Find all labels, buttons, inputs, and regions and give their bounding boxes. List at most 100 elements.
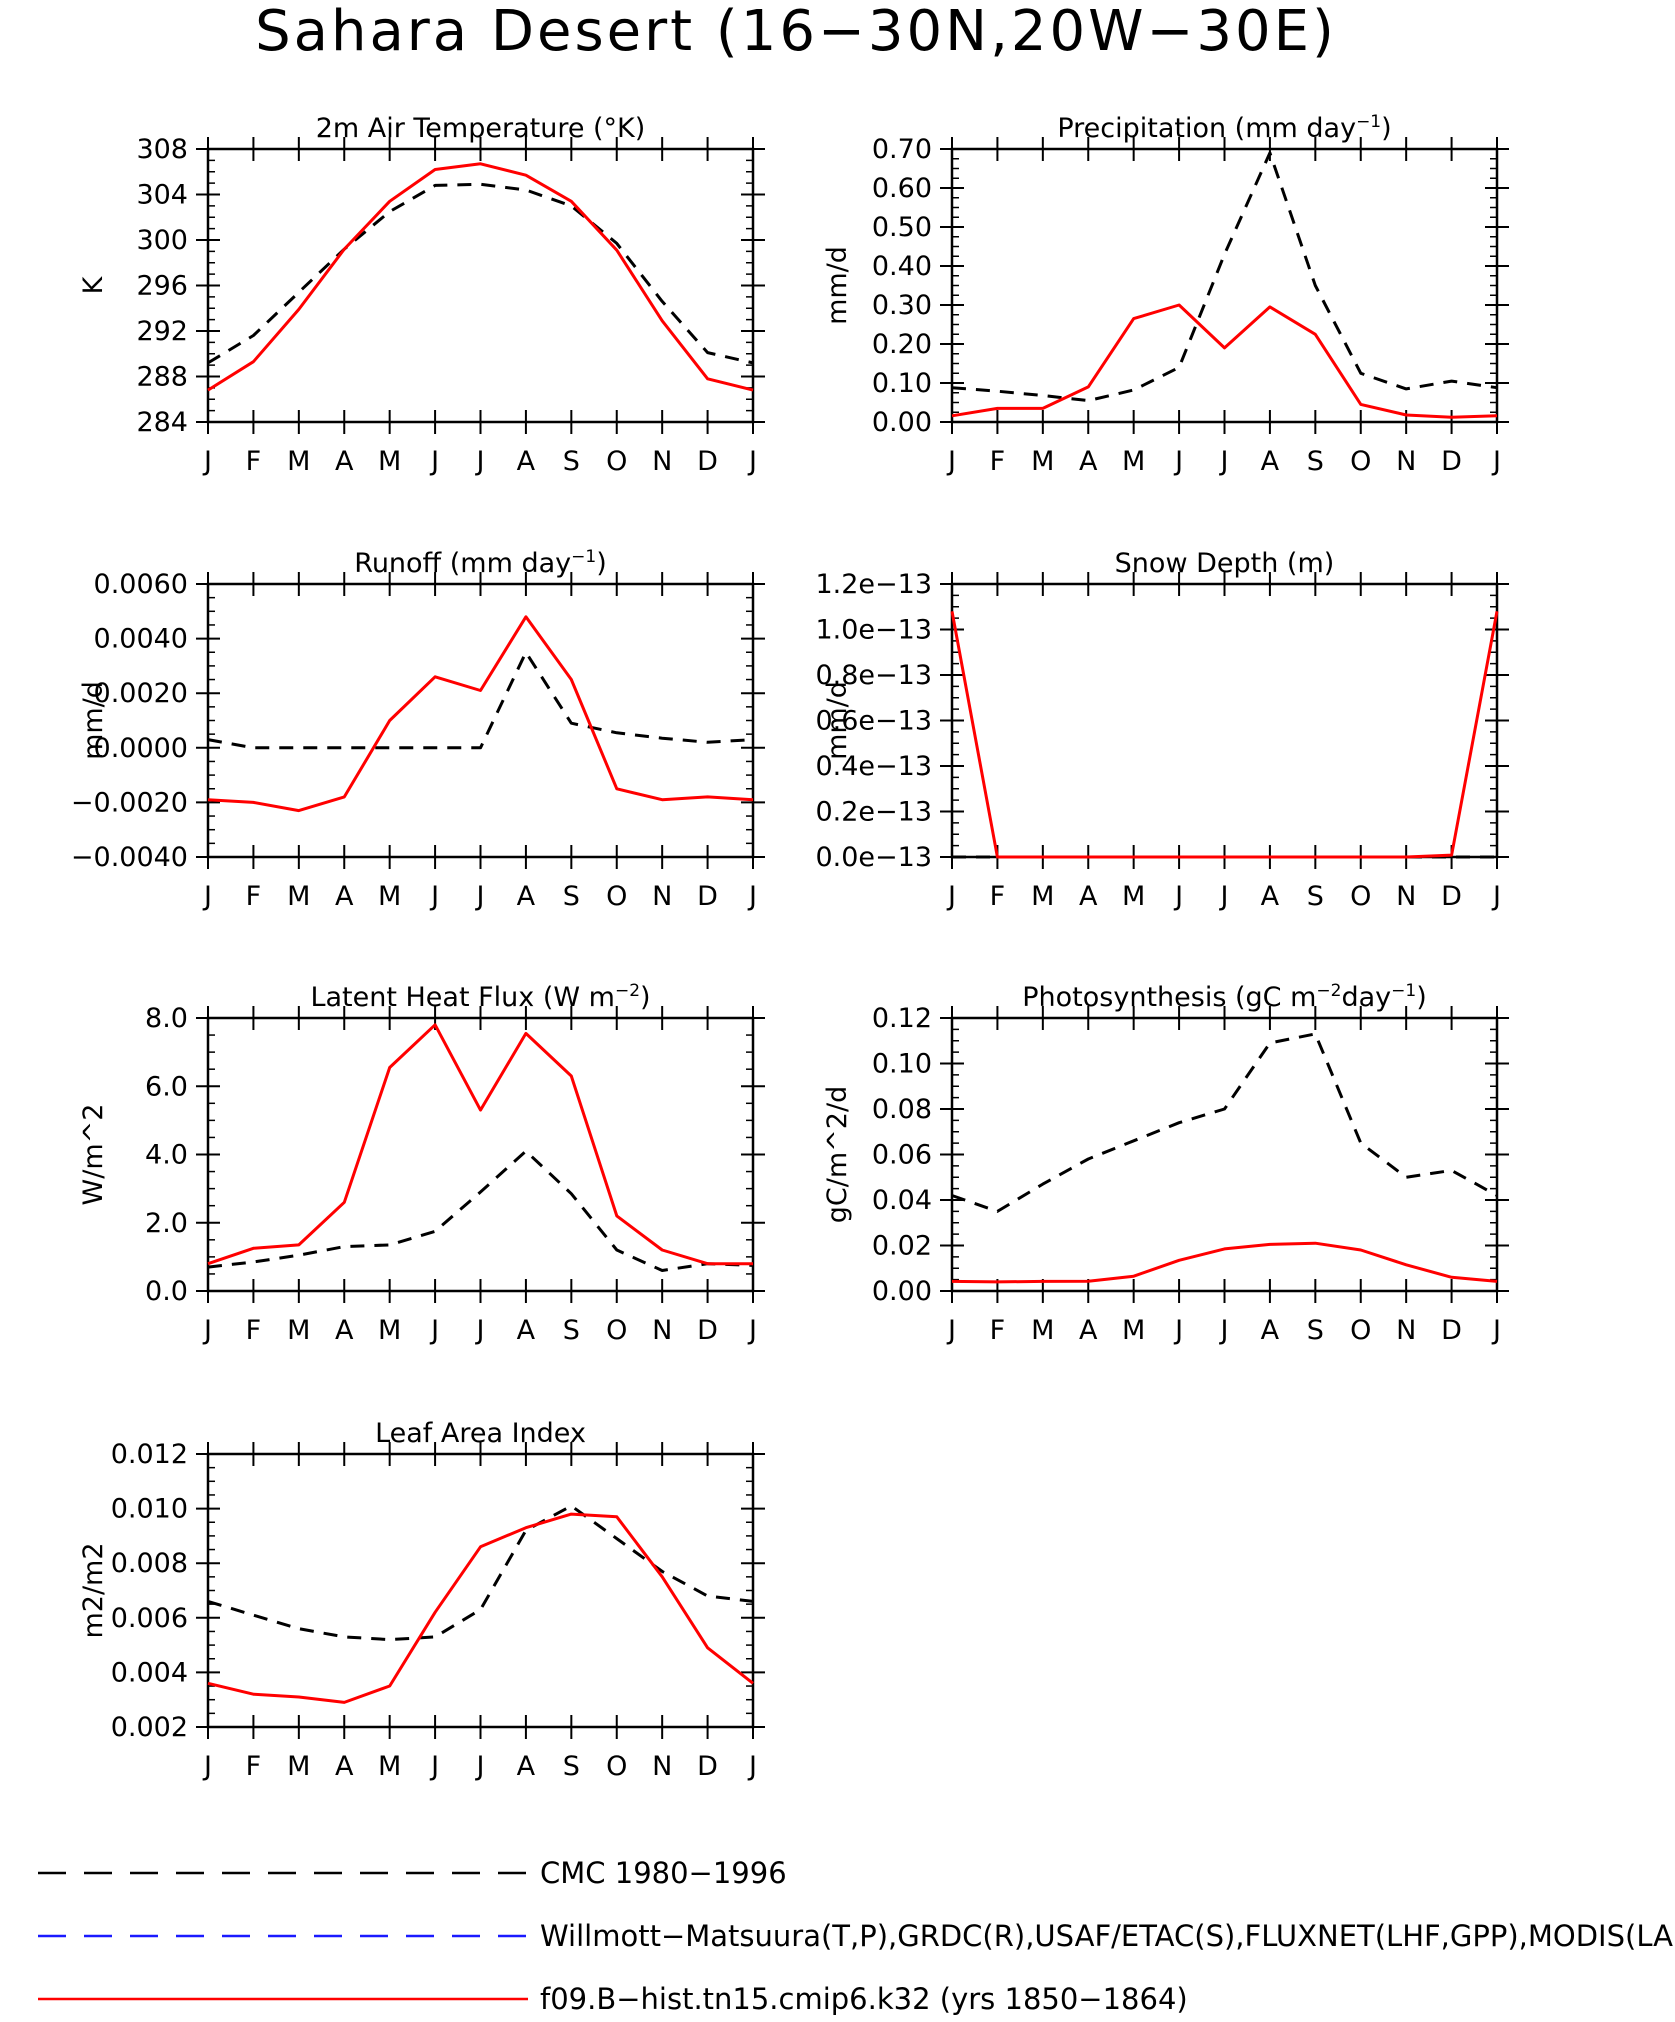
x-tick-label: M [1122, 446, 1145, 477]
x-tick-label: J [202, 881, 212, 912]
x-tick-label: A [1079, 446, 1098, 477]
x-tick-label: J [475, 881, 485, 912]
x-tick-label: F [990, 881, 1006, 912]
y-tick-label: 292 [136, 316, 188, 347]
series-line-cmc [207, 650, 754, 750]
x-tick-label: D [697, 1315, 718, 1346]
x-tick-label: J [946, 881, 956, 912]
y-tick-label: 0.00 [872, 407, 932, 438]
x-tick-label: J [202, 1751, 212, 1782]
legend-label-obs: Willmott−Matsuura(T,P),GRDC(R),USAF/ETAC… [540, 1919, 1675, 1953]
y-tick-label: 1.2e−13 [815, 569, 932, 600]
y-tick-label: 0.0020 [94, 678, 188, 709]
x-tick-label: M [1031, 446, 1054, 477]
y-axis-label: mm/d [822, 246, 853, 325]
panel-5: Latent Heat Flux (W m−2) 0.0 2.0 4.0 6.0 8.0 J… [78, 981, 765, 1346]
y-tick-label: 1.0e−13 [815, 615, 932, 646]
x-tick-label: S [563, 1751, 580, 1782]
y-tick-label: 0.02 [872, 1231, 932, 1262]
x-tick-label: J [429, 1315, 439, 1346]
series-line-cmc [207, 1149, 754, 1272]
y-tick-label: 0.006 [111, 1603, 188, 1634]
y-tick-label: 0.12 [872, 1003, 932, 1034]
x-tick-label: A [335, 1315, 354, 1346]
series-line-cmc [207, 1504, 754, 1642]
panel-title: Precipitation (mm day−1) [1057, 112, 1391, 144]
x-tick-label: M [1122, 881, 1145, 912]
y-tick-label: 6.0 [145, 1071, 188, 1102]
y-tick-label: 0.70 [872, 134, 932, 165]
y-tick-label: 0.20 [872, 329, 932, 360]
x-tick-label: O [1350, 881, 1371, 912]
y-tick-label: 0.008 [111, 1548, 188, 1579]
x-tick-label: F [990, 1315, 1006, 1346]
legend-label-cmc: CMC 1980−1996 [540, 1856, 787, 1890]
y-tick-label: 0.4e−13 [815, 751, 932, 782]
x-tick-label: F [246, 1751, 262, 1782]
x-tick-label: D [1441, 1315, 1462, 1346]
x-tick-label: F [246, 446, 262, 477]
panel-1: 2m Air Temperature (°K)28428829229630030… [78, 113, 765, 477]
y-tick-label: 0.06 [872, 1140, 932, 1171]
y-tick-label: 2.0 [145, 1208, 188, 1239]
x-tick-label: M [287, 446, 310, 477]
x-tick-label: M [287, 1315, 310, 1346]
x-tick-label: A [1079, 1315, 1098, 1346]
y-tick-label: 0.0060 [94, 569, 188, 600]
x-tick-label: S [563, 881, 580, 912]
x-tick-label: J [202, 446, 212, 477]
y-axis-label: mm/d [822, 681, 853, 760]
x-tick-label: O [606, 1315, 627, 1346]
x-tick-label: N [652, 881, 672, 912]
y-axis-label: m2/m2 [78, 1542, 109, 1638]
x-tick-label: M [1031, 881, 1054, 912]
series-line-model [950, 611, 1499, 859]
x-tick-label: A [335, 1751, 354, 1782]
x-tick-label: J [1173, 446, 1183, 477]
y-axis-label: gC/m^2/d [822, 1086, 853, 1223]
y-tick-label: 0.8e−13 [815, 660, 932, 691]
plot-frame [206, 1016, 755, 1293]
panel-6: Photosynthesis (gC m−2day−1) 0.00 0.02 0.04… [822, 981, 1509, 1346]
x-tick-label: J [747, 446, 757, 477]
x-tick-label: D [697, 1751, 718, 1782]
y-tick-label: 0.30 [872, 290, 932, 321]
y-tick-label: 0.0000 [94, 733, 188, 764]
panel-title: Latent Heat Flux (W m−2) [310, 981, 650, 1013]
x-tick-label: J [1491, 881, 1501, 912]
x-tick-label: N [652, 446, 672, 477]
y-axis-label: mm/d [78, 681, 109, 760]
x-tick-label: M [287, 881, 310, 912]
y-tick-label: 0.0 [145, 1276, 188, 1307]
panel-2: Precipitation (mm day−1) 0.00 0.10 0.20 0.30… [822, 112, 1509, 477]
x-tick-label: M [378, 446, 401, 477]
x-tick-label: J [1219, 446, 1229, 477]
y-tick-label: 0.010 [111, 1494, 188, 1525]
x-tick-label: J [747, 1751, 757, 1782]
series-line-cmc [207, 182, 754, 365]
series-line-model [951, 303, 1498, 419]
y-tick-label: 0.012 [111, 1439, 188, 1470]
x-tick-label: O [606, 881, 627, 912]
y-tick-label: 300 [136, 225, 188, 256]
x-tick-label: J [1219, 881, 1229, 912]
x-tick-label: F [990, 446, 1006, 477]
x-tick-label: D [1441, 881, 1462, 912]
y-tick-label: 0.004 [111, 1657, 188, 1688]
series-line-model [207, 1023, 753, 1266]
panel-title: Photosynthesis (gC m−2day−1) [1022, 981, 1426, 1013]
y-tick-label: 0.08 [872, 1094, 932, 1125]
figure-title: Sahara Desert (16−30N,20W−30E) [255, 0, 1337, 64]
x-tick-label: A [1261, 1315, 1280, 1346]
x-tick-label: O [606, 1751, 627, 1782]
x-tick-label: F [246, 881, 262, 912]
x-tick-label: S [1307, 1315, 1324, 1346]
x-tick-label: J [475, 1315, 485, 1346]
x-tick-label: M [287, 1751, 310, 1782]
x-tick-label: F [246, 1315, 262, 1346]
y-tick-label: 0.40 [872, 251, 932, 282]
x-tick-label: A [1079, 881, 1098, 912]
panel-3: Runoff (mm day−1)−0.0040−0.00200.00000.0… [71, 547, 765, 912]
x-tick-label: N [652, 1751, 672, 1782]
